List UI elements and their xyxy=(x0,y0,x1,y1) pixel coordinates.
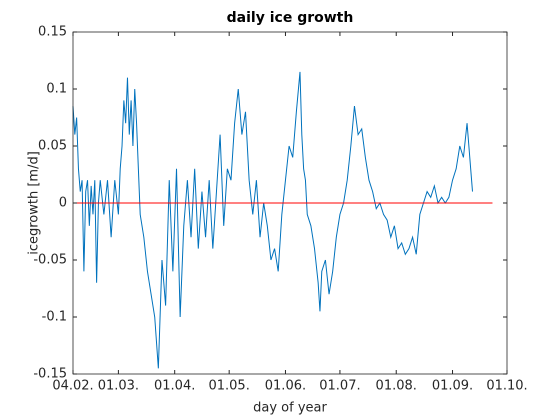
x-tick-label: 01.06. xyxy=(265,379,306,394)
y-tick-label: 0.15 xyxy=(38,25,67,40)
chart-title: daily ice growth xyxy=(227,10,354,26)
x-axis-label: day of year xyxy=(253,401,327,416)
x-tick-label: 04.02. xyxy=(52,379,93,394)
x-tick-label: 01.04. xyxy=(154,379,195,394)
y-tick-label: 0.05 xyxy=(38,139,67,154)
y-tick-label: 0.1 xyxy=(46,82,67,97)
y-tick-label: -0.15 xyxy=(33,367,67,382)
x-tick-label: 01.07. xyxy=(319,379,360,394)
x-tick-label: 01.09. xyxy=(432,379,473,394)
x-tick-label: 01.10. xyxy=(486,379,527,394)
y-tick-label: -0.05 xyxy=(33,253,67,268)
y-tick-label: -0.1 xyxy=(42,310,67,325)
y-tick-label: 0 xyxy=(59,196,67,211)
y-axis-label: icegrowth [m/d] xyxy=(27,151,42,255)
x-tick-label: 01.08. xyxy=(376,379,417,394)
x-tick-label: 01.05. xyxy=(208,379,249,394)
series-line xyxy=(72,71,473,369)
x-tick-label: 01.03. xyxy=(98,379,139,394)
